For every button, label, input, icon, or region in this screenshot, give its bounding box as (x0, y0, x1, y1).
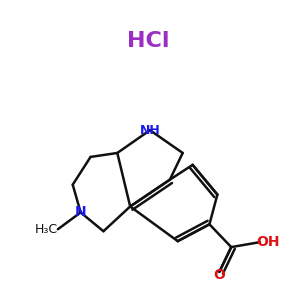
Text: HCl: HCl (127, 31, 169, 51)
Text: NH: NH (140, 124, 160, 137)
Text: H₃C: H₃C (34, 223, 58, 236)
Text: N: N (75, 206, 86, 219)
Text: O: O (213, 268, 225, 282)
Text: OH: OH (256, 235, 280, 249)
